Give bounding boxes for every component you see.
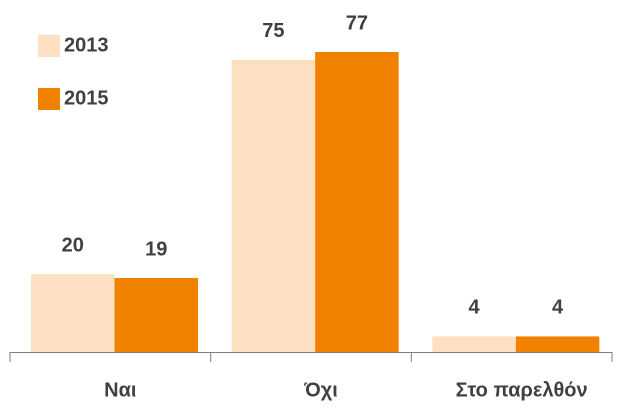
data-label: 77: [346, 12, 368, 34]
bar: [432, 336, 516, 352]
data-label: 4: [552, 297, 564, 319]
legend-swatch: [38, 35, 60, 57]
bar: [515, 336, 600, 352]
bar: [114, 277, 198, 352]
bar: [31, 274, 115, 352]
data-label: 20: [62, 234, 84, 256]
data-label: 75: [262, 20, 284, 42]
x-tick-label: Ναι: [104, 379, 136, 401]
data-label: 4: [469, 297, 481, 319]
legend-label: 2013: [64, 34, 109, 56]
x-tick-label: Όχι: [303, 379, 338, 401]
x-tick-label: Στο παρελθόν: [456, 379, 588, 401]
legend-label: 2015: [64, 87, 109, 109]
bar: [231, 59, 316, 352]
bar: [315, 52, 399, 352]
data-label: 19: [145, 238, 167, 260]
legend-swatch: [38, 88, 60, 110]
